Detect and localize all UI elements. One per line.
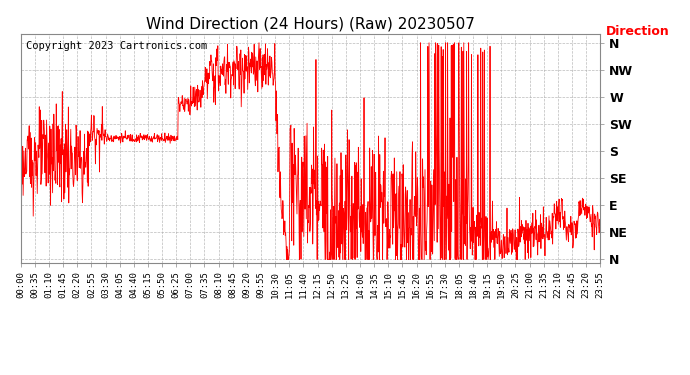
Title: Wind Direction (24 Hours) (Raw) 20230507: Wind Direction (24 Hours) (Raw) 20230507 [146,16,475,31]
Text: Copyright 2023 Cartronics.com: Copyright 2023 Cartronics.com [26,40,208,51]
Text: Direction: Direction [606,25,670,38]
